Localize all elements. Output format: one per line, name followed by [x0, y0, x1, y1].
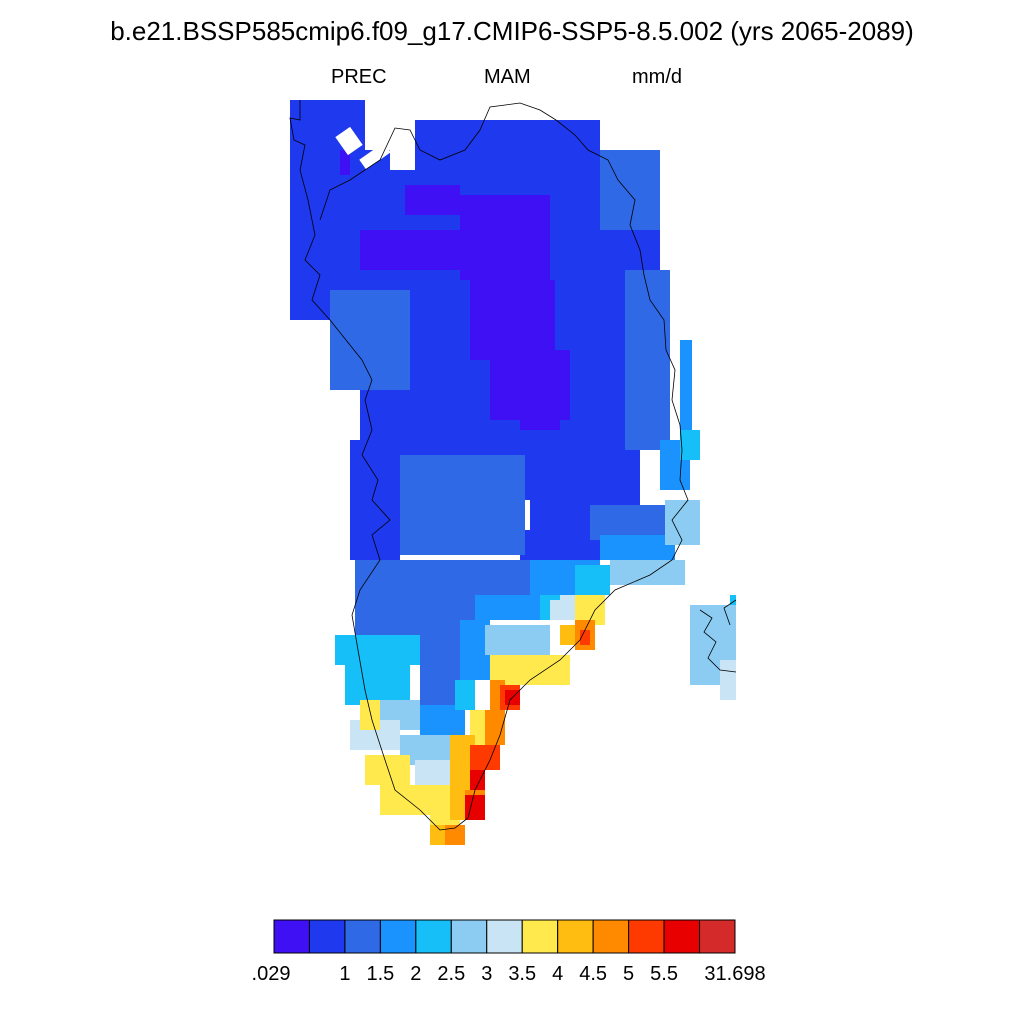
colorbar-labels: .029 1 1.5 2 2.5 3 3.5 4 4.5 5 5.5 31.698 [252, 963, 766, 985]
precip-cell [640, 300, 660, 450]
precip-cell [360, 700, 380, 730]
precip-cell [560, 595, 575, 620]
colorbar-swatch [415, 919, 452, 954]
colorbar-swatch [308, 919, 346, 954]
colorbar-tick-label: 3.5 [508, 963, 536, 985]
precip-cell [610, 560, 685, 585]
precip-cell [420, 640, 460, 705]
colorbar-tick-label: 31.698 [704, 963, 765, 985]
colorbar-tick-label: 1.5 [366, 963, 394, 985]
season-label: MAM [484, 66, 531, 88]
missing-data-gap [373, 96, 407, 134]
missing-data-gap [335, 126, 363, 156]
colorbar-tick-label: 1 [339, 963, 350, 985]
precip-cell [365, 755, 410, 785]
plot-title: b.e21.BSSP585cmip6.f09_g17.CMIP6-SSP5-8.… [110, 16, 914, 46]
precip-cell [485, 625, 550, 655]
precip-cell [465, 795, 485, 820]
colorbar-swatch [557, 919, 594, 954]
colorbar-swatch [379, 919, 417, 954]
precip-cell [355, 590, 475, 640]
variable-label: PREC [331, 66, 387, 88]
precip-cell [720, 660, 736, 700]
precip-cell [485, 710, 505, 745]
colorbar-tick-label: 2 [410, 963, 421, 985]
colorbar-tick-label: 5 [623, 963, 634, 985]
colorbar-swatch [521, 919, 559, 954]
precip-cell [680, 430, 700, 460]
precip-cell [470, 770, 485, 790]
precip-cell [350, 500, 400, 560]
precip-grid [290, 96, 736, 845]
precip-cell [600, 535, 675, 560]
colorbar-swatch [663, 919, 701, 954]
precip-cell [470, 745, 500, 770]
missing-data-gap [359, 142, 391, 170]
colorbar-tick-label: 5.5 [650, 963, 678, 985]
colorbar-tick-label: 3 [481, 963, 492, 985]
units-label: mm/d [632, 66, 682, 88]
precip-cell [345, 665, 410, 705]
colorbar-swatch [486, 919, 523, 954]
precip-cell [405, 185, 460, 215]
precip-cell [330, 290, 410, 390]
colorbar-swatch [450, 919, 488, 954]
colorbar-swatch [344, 919, 381, 954]
precip-cell [460, 195, 550, 280]
precip-cell [445, 825, 465, 845]
precip-cell [360, 230, 460, 270]
precip-cell [490, 350, 570, 420]
colorbar-swatch [273, 919, 310, 954]
precip-cell [475, 595, 550, 620]
colorbar-tick-label: 4 [552, 963, 563, 985]
precip-cell [520, 410, 560, 430]
colorbar-swatches [273, 919, 736, 954]
precip-cell [455, 680, 475, 710]
precip-cell [575, 565, 610, 595]
precip-cell [340, 150, 350, 175]
colorbar-tick-label: 2.5 [437, 963, 465, 985]
coastline [289, 100, 737, 831]
precip-cell [400, 455, 525, 555]
colorbar-swatch [628, 919, 665, 954]
colorbar-tick-label: 4.5 [579, 963, 607, 985]
precip-cell [355, 560, 555, 595]
precip-cell [680, 340, 692, 430]
precip-cell [470, 280, 555, 360]
colorbar-swatch [592, 919, 630, 954]
precip-cell [580, 630, 590, 645]
colorbar-tick-label: .029 [252, 963, 291, 985]
precip-cell [335, 635, 420, 665]
colorbar-swatch [699, 919, 736, 954]
